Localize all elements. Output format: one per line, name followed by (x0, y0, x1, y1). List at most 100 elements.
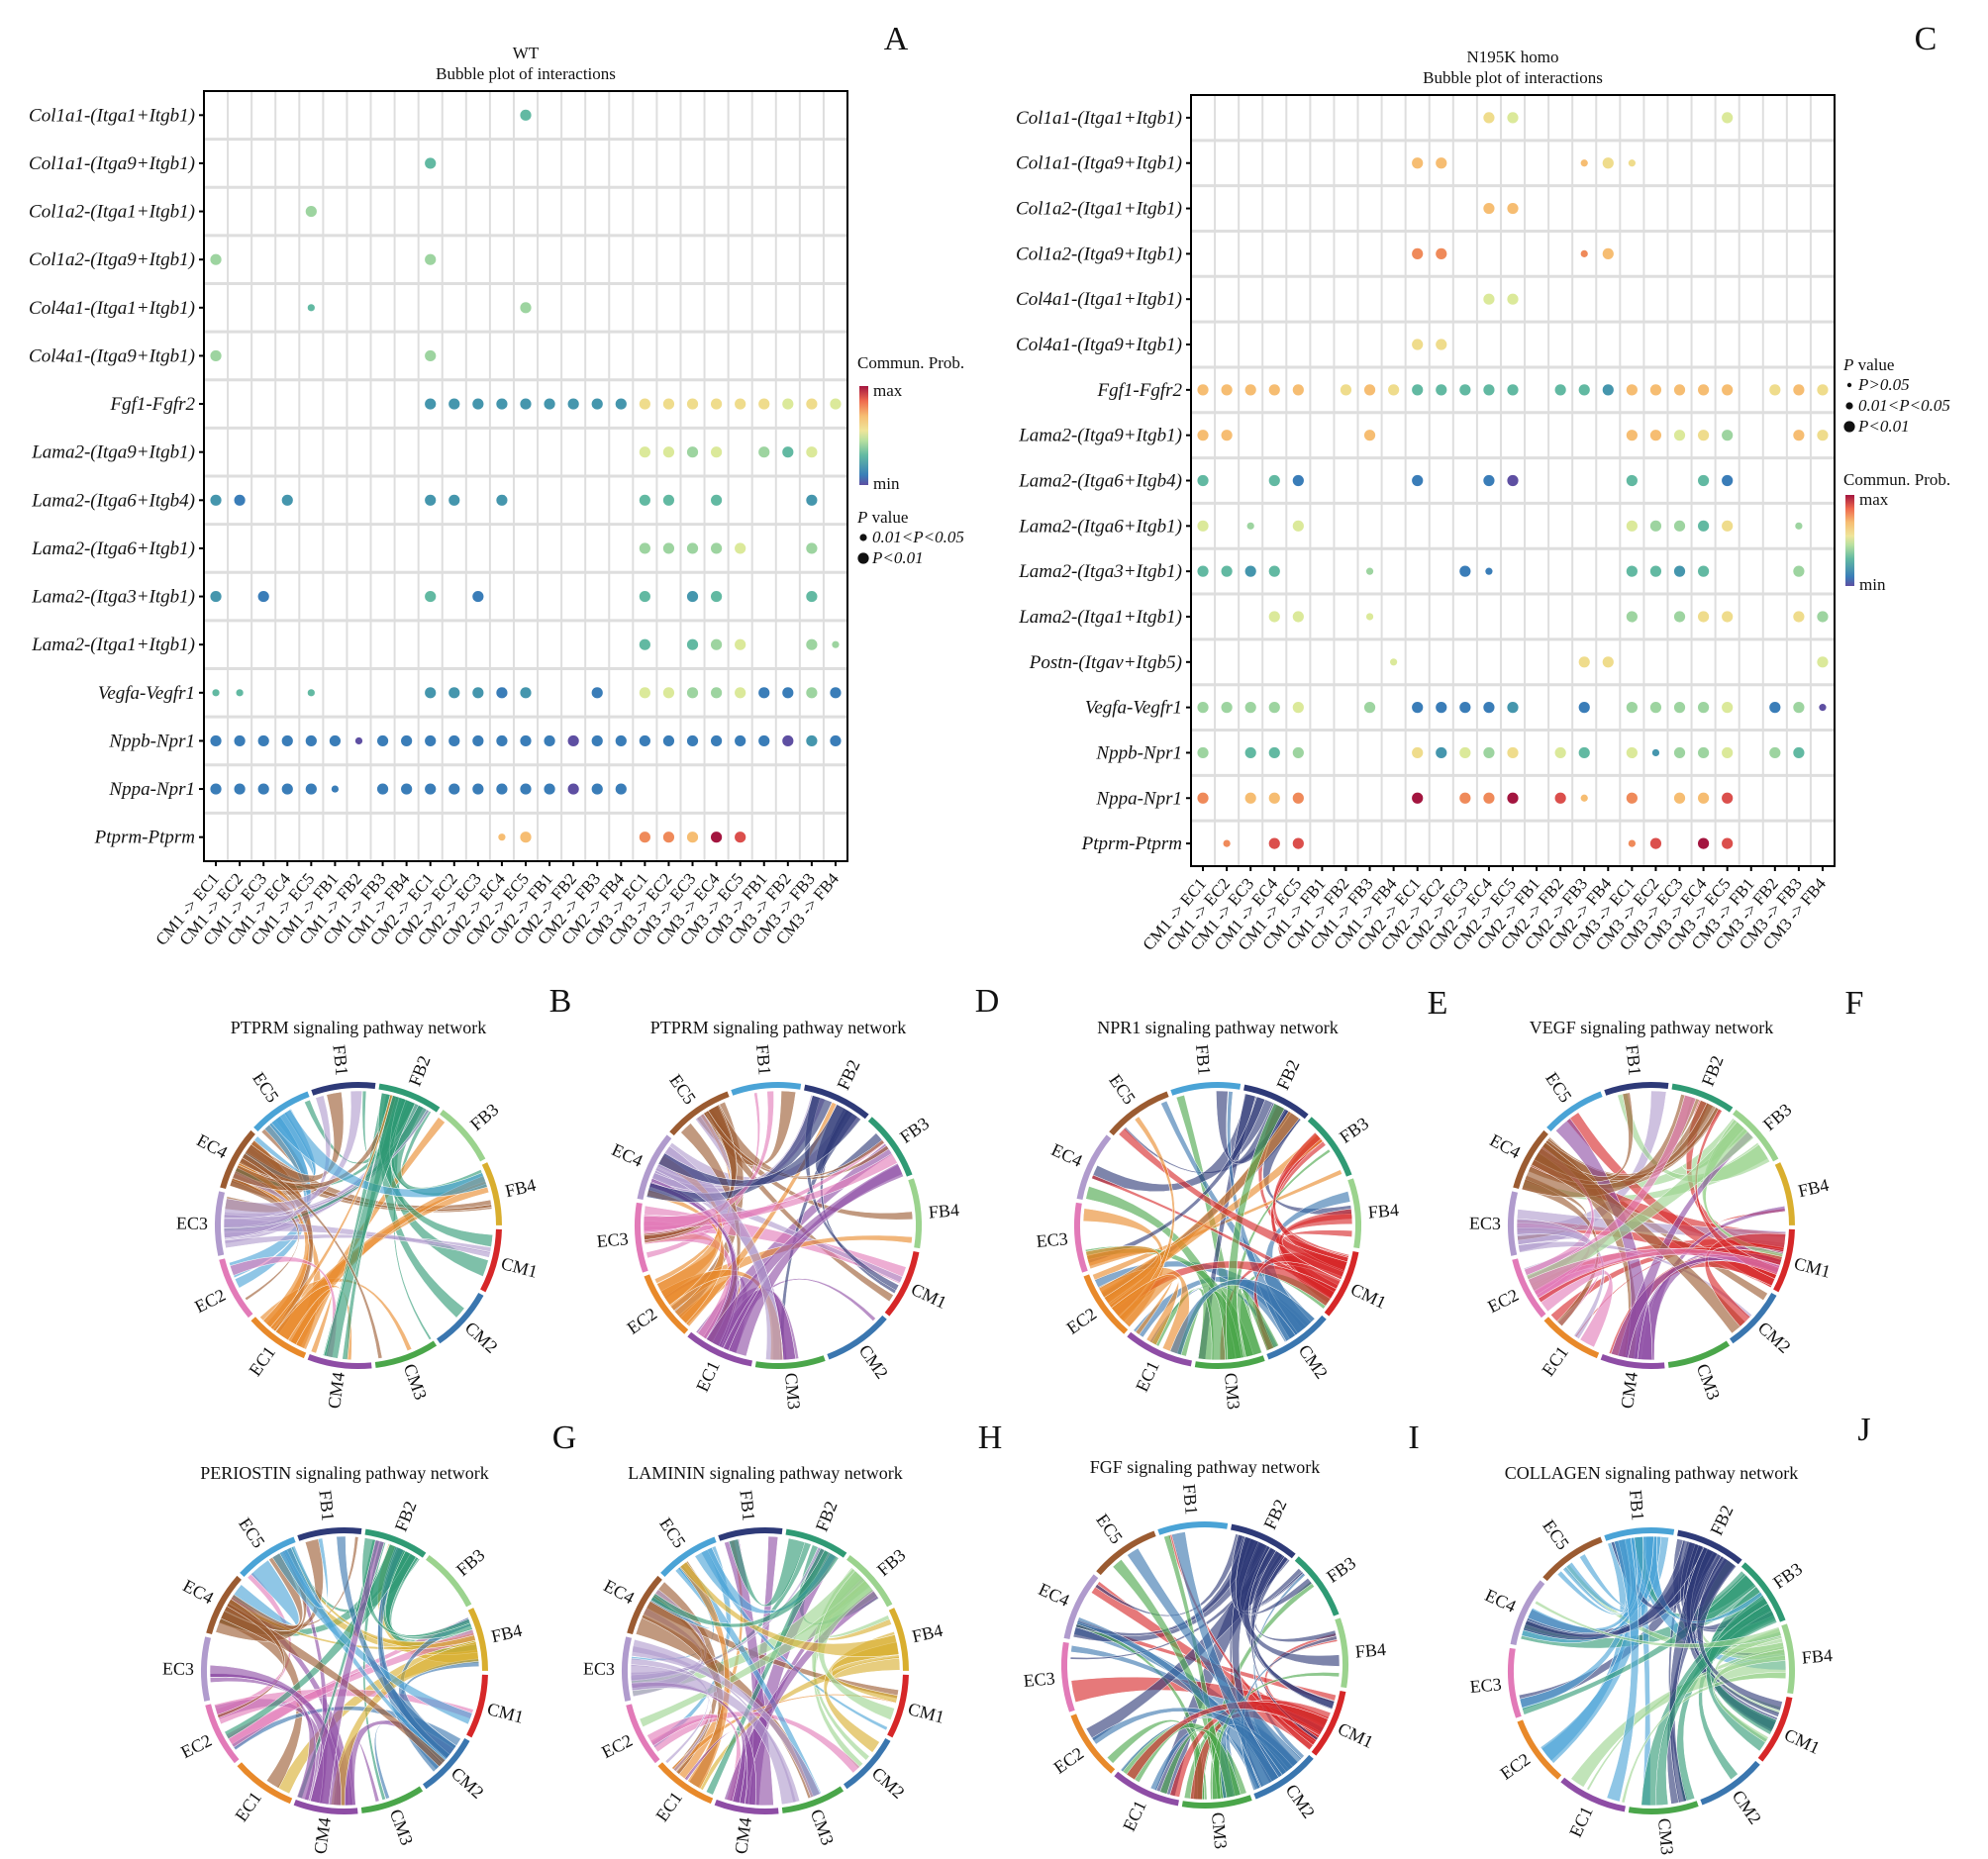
bubble (1292, 837, 1304, 849)
sector-label: EC4 (1036, 1579, 1072, 1611)
bubble (686, 590, 699, 603)
bubble (1483, 293, 1495, 305)
bubble (735, 398, 746, 410)
sector-arc-FB4 (1347, 1178, 1361, 1249)
chord-ribbon (1704, 1232, 1786, 1327)
row-label: Fgf1-Fgfr2 (110, 394, 196, 415)
row-label: Vegfa-Vegfr1 (1085, 698, 1182, 719)
bubble (448, 687, 460, 699)
panel-letter: C (1915, 21, 1938, 57)
chord-title: LAMININ signaling pathway network (628, 1463, 902, 1483)
bubble (662, 687, 675, 699)
bubble (1578, 746, 1590, 759)
chord-diagram-B: PTPRM signaling pathway network B FB1 FB2 FB… (176, 983, 571, 1410)
bubble (1673, 746, 1686, 759)
sector-arc-FB3 (426, 1554, 472, 1608)
row-label: Col1a1-(Itga9+Itgb1) (29, 153, 195, 174)
sector-arc-EC4 (627, 1575, 662, 1635)
sector-label: FB1 (329, 1043, 351, 1076)
bubble (1412, 157, 1424, 169)
bubble (710, 832, 723, 843)
bubble (1436, 339, 1447, 350)
chord-ribbon (728, 1537, 806, 1607)
sector-arc-FB1 (1604, 1527, 1675, 1541)
sector-arc-FB4 (1774, 1162, 1795, 1225)
bubble (1244, 746, 1256, 759)
chord-ribbon (679, 1561, 900, 1657)
sector-label: EC3 (1036, 1228, 1069, 1251)
sector-label: FB1 (1626, 1489, 1648, 1521)
bubble (425, 398, 437, 410)
row-label: Col1a1-(Itga1+Itgb1) (29, 105, 195, 126)
chord-ribbon (1642, 1535, 1764, 1623)
bubble (1483, 702, 1495, 714)
bubble (210, 734, 222, 747)
bubble (1483, 112, 1495, 124)
chord-ribbon (1617, 1092, 1771, 1183)
bubble (567, 398, 579, 410)
colorbar-max-label: max (1859, 490, 1889, 509)
sector-arc-EC4 (1513, 1129, 1548, 1190)
sector-arc-FB4 (1781, 1623, 1795, 1695)
sector-label: EC4 (179, 1576, 217, 1609)
bubble (1485, 567, 1493, 575)
bubble (1649, 702, 1662, 714)
sector-arc-FB3 (1307, 1117, 1352, 1177)
bubble (1673, 565, 1686, 577)
chord-ribbon (684, 1729, 746, 1804)
bubble (1340, 384, 1352, 396)
sector-label: EC2 (1050, 1743, 1088, 1778)
bubble (1197, 702, 1209, 714)
bubble (1626, 746, 1638, 759)
sector-arc-FB3 (1294, 1556, 1340, 1616)
plot-title: WT (513, 44, 540, 62)
bubble (520, 687, 532, 699)
sector-label: FB3 (873, 1545, 910, 1580)
sector-label: EC2 (1497, 1749, 1535, 1784)
row-label: Col4a1-(Itga1+Itgb1) (29, 298, 195, 319)
chord-ribbon (1250, 1555, 1319, 1741)
sector-label: CM3 (386, 1807, 417, 1848)
sector-arc-CM2 (1700, 1760, 1760, 1806)
bubble (806, 590, 818, 603)
bubble (830, 734, 842, 747)
sector-label: CM3 (1693, 1361, 1724, 1403)
sector-arc-EC2 (1070, 1713, 1116, 1774)
sector-arc-CM3 (374, 1340, 438, 1368)
sector-arc-CM2 (1729, 1292, 1777, 1344)
legend-p-title: P value (856, 508, 908, 527)
sector-label: FB1 (1179, 1483, 1202, 1516)
bubble (686, 832, 699, 843)
bubble (1817, 430, 1829, 441)
row-label: Col1a2-(Itga9+Itgb1) (29, 249, 195, 270)
bubble (686, 687, 699, 699)
bubble (1697, 474, 1710, 487)
sector-arc-EC5 (1096, 1530, 1156, 1576)
bubble (1626, 520, 1638, 532)
panel-letter: B (549, 983, 572, 1020)
chord-title: PTPRM signaling pathway network (650, 1018, 907, 1037)
sector-arc-EC3 (215, 1191, 226, 1256)
bubble (1769, 384, 1781, 396)
legend-p-symbol: P (1842, 355, 1853, 374)
sector-label: EC1 (651, 1788, 686, 1825)
bubble (305, 205, 317, 218)
bubble (806, 494, 818, 506)
legend-p-item: 0.01<P<0.05 (872, 528, 964, 546)
bubble (1673, 792, 1686, 804)
panel-letter: G (552, 1419, 577, 1456)
panel-letter: I (1408, 1419, 1419, 1456)
sector-arc-FB2 (1677, 1529, 1742, 1565)
bubble (591, 687, 603, 699)
bubble (472, 734, 484, 747)
sector-arc-EC2 (644, 1274, 689, 1334)
sector-label: CM3 (1221, 1372, 1243, 1411)
bubble (1197, 520, 1209, 532)
bubble (1244, 565, 1256, 577)
sector-label: EC1 (245, 1342, 279, 1380)
sector-label: CM4 (731, 1816, 755, 1855)
bubble (1507, 746, 1519, 759)
sector-arc-CM1 (466, 1674, 488, 1738)
sector-arc-EC1 (687, 1331, 752, 1367)
